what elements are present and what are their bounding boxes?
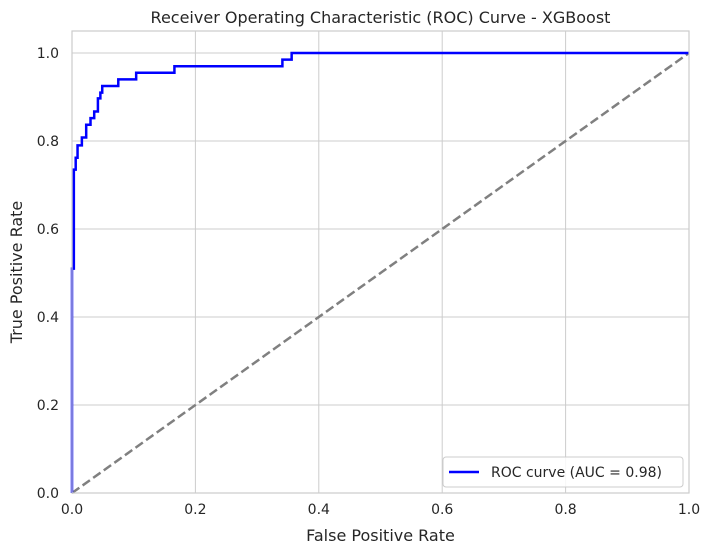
x-tick-label: 0.6	[431, 502, 453, 518]
tick-labels: 0.0 0.2 0.4 0.6 0.8 1.0 0.0 0.2 0.4 0.6 0.8 1.0	[37, 46, 700, 518]
chart-title: Receiver Operating Characteristic (ROC) …	[151, 8, 611, 27]
y-tick-label: 1.0	[37, 46, 59, 62]
legend-label: ROC curve (AUC = 0.98)	[491, 465, 662, 481]
grid	[71, 31, 690, 494]
x-axis-label: False Positive Rate	[306, 526, 455, 545]
y-tick-label: 0.8	[37, 134, 59, 150]
legend-box	[442, 456, 684, 488]
x-tick-label: 0.4	[308, 502, 330, 518]
y-tick-label: 0.4	[37, 310, 59, 326]
series-group	[70, 51, 690, 495]
x-tick-label: 0.8	[554, 502, 576, 518]
y-axis-label: True Positive Rate	[7, 201, 26, 345]
y-tick-label: 0.6	[37, 222, 59, 238]
y-tick-label: 0.2	[37, 398, 59, 414]
chance-diagonal-line	[71, 51, 690, 495]
y-tick-label: 0.0	[37, 486, 59, 502]
x-tick-label: 0.2	[184, 502, 206, 518]
x-tick-label: 0.0	[61, 502, 83, 518]
plot-frame	[71, 30, 690, 494]
roc-curve-line	[70, 51, 689, 493]
legend: ROC curve (AUC = 0.98)	[442, 456, 684, 488]
x-tick-label: 1.0	[678, 502, 700, 518]
